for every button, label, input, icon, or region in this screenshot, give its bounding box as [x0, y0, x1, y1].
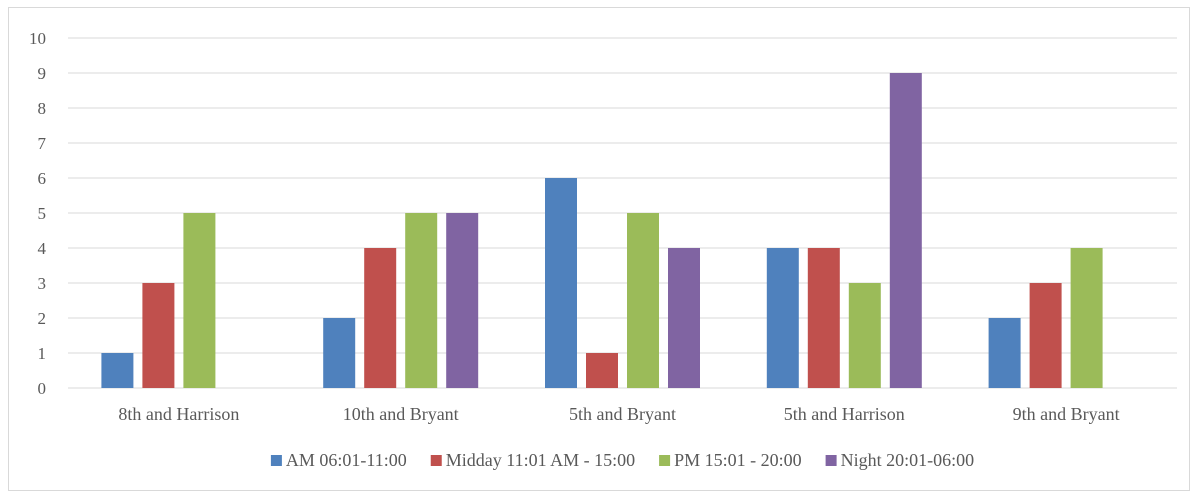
y-tick-label: 1 [38, 344, 47, 363]
x-category-label: 5th and Harrison [784, 404, 905, 424]
legend: AM 06:01-11:00 Midday 11:01 AM - 15:00 PM … [270, 450, 975, 470]
x-axis: 8th and Harrison 10th and Bryant 5th and B… [118, 404, 1119, 424]
y-tick-label: 2 [38, 309, 47, 328]
y-tick-label: 3 [38, 274, 47, 293]
bar [101, 353, 134, 388]
y-tick-label: 7 [38, 134, 47, 153]
legend-item: PM 15:01 - 20:00 [659, 450, 802, 470]
y-tick-label: 0 [38, 379, 47, 398]
legend-label: AM 06:01-11:00 [286, 450, 407, 470]
bar [405, 213, 438, 388]
y-tick-label: 4 [38, 239, 47, 258]
bar [848, 283, 881, 388]
y-tick-label: 9 [38, 64, 47, 83]
bar [1070, 248, 1103, 388]
legend-label: Night 20:01-06:00 [841, 450, 975, 470]
bars [101, 73, 1103, 388]
y-tick-label: 10 [29, 29, 46, 48]
bar [988, 318, 1021, 388]
legend-label: PM 15:01 - 20:00 [674, 450, 802, 470]
y-axis: 0 1 2 3 4 5 6 7 8 9 10 [29, 29, 47, 398]
bar [323, 318, 356, 388]
legend-swatch [430, 455, 442, 466]
y-tick-label: 6 [38, 169, 47, 188]
x-category-label: 5th and Bryant [569, 404, 676, 424]
bar [668, 248, 700, 388]
bar [766, 248, 799, 388]
legend-item: AM 06:01-11:00 [270, 450, 407, 470]
legend-item: Night 20:01-06:00 [825, 450, 975, 470]
y-tick-label: 8 [38, 99, 47, 118]
legend-item: Midday 11:01 AM - 15:00 [430, 450, 635, 470]
bar [807, 248, 840, 388]
bar [446, 213, 479, 388]
bar [586, 353, 618, 388]
legend-label: Midday 11:01 AM - 15:00 [446, 450, 635, 470]
legend-swatch [825, 455, 837, 466]
bar [364, 248, 397, 388]
x-category-label: 10th and Bryant [343, 404, 459, 424]
legend-swatch [659, 455, 671, 466]
bar [889, 73, 922, 388]
y-tick-label: 5 [38, 204, 47, 223]
x-category-label: 9th and Bryant [1013, 404, 1120, 424]
bar [142, 283, 175, 388]
bar [627, 213, 659, 388]
bar [545, 178, 577, 388]
legend-swatch [270, 455, 282, 466]
x-category-label: 8th and Harrison [118, 404, 239, 424]
bar [1029, 283, 1062, 388]
bar [183, 213, 216, 388]
